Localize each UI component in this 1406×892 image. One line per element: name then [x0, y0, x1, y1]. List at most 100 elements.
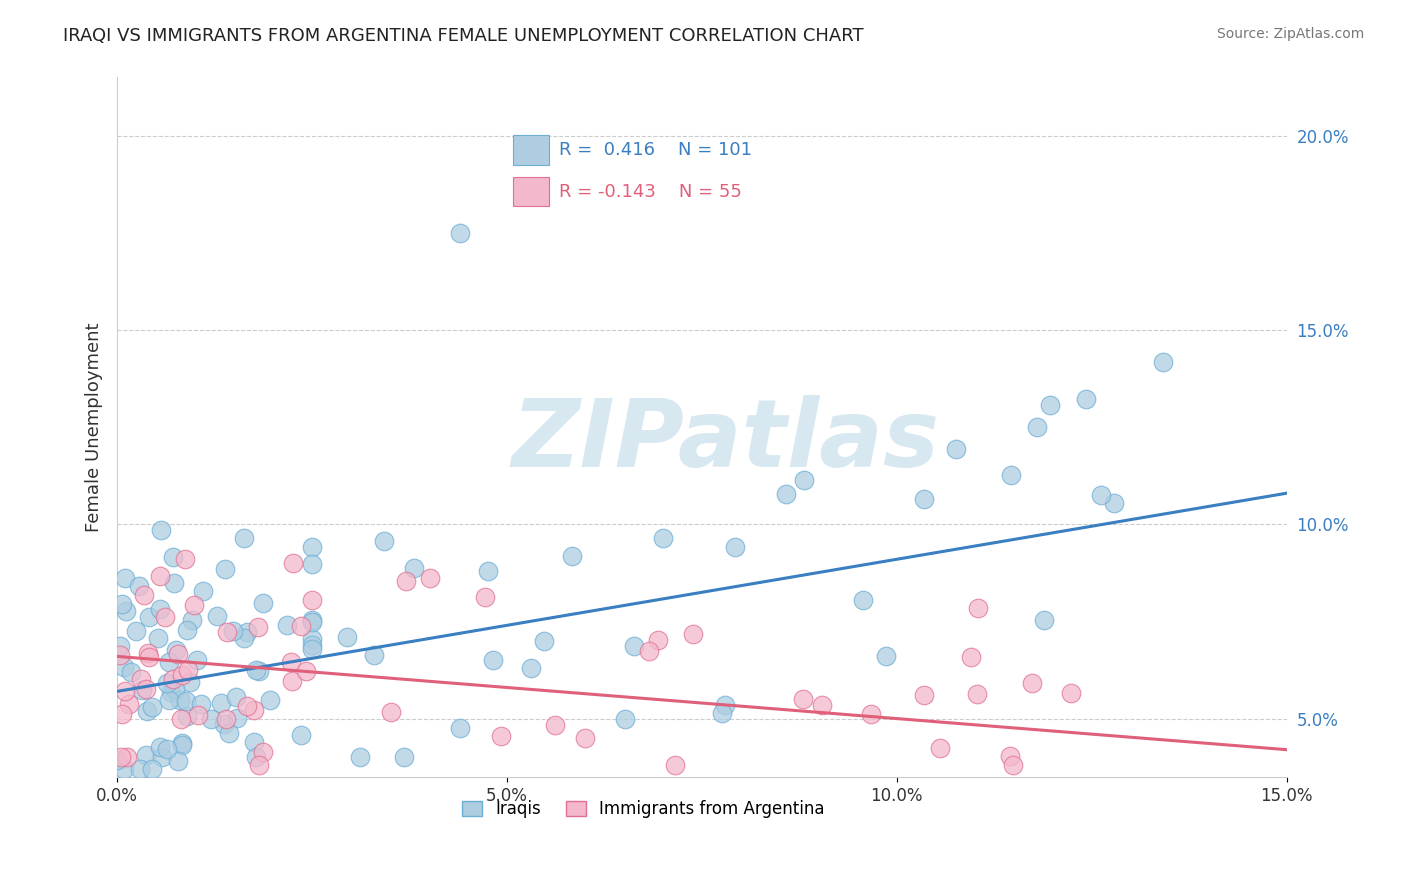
- Point: [912, 491, 935, 506]
- Point: [811, 698, 834, 712]
- Point: [647, 632, 669, 647]
- Point: [163, 681, 186, 696]
- Text: IRAQI VS IMMIGRANTS FROM ARGENTINA FEMALE UNEMPLOYMENT CORRELATION CHART: IRAQI VS IMMIGRANTS FROM ARGENTINA FEMAL…: [63, 27, 863, 45]
- Point: [222, 624, 245, 638]
- Point: [544, 718, 567, 732]
- Point: [290, 619, 312, 633]
- Point: [373, 533, 395, 548]
- Y-axis label: Female Unemployment: Female Unemployment: [86, 322, 103, 532]
- Point: [875, 649, 897, 664]
- Point: [710, 706, 733, 720]
- Point: [852, 593, 875, 607]
- Point: [105, 753, 128, 767]
- Point: [1033, 613, 1056, 627]
- Point: [141, 762, 163, 776]
- Point: [714, 698, 737, 712]
- Point: [912, 688, 935, 702]
- Point: [111, 597, 134, 611]
- Point: [301, 557, 323, 571]
- Point: [290, 728, 312, 742]
- Point: [533, 634, 555, 648]
- Point: [1000, 748, 1022, 763]
- Point: [561, 549, 583, 564]
- Point: [243, 734, 266, 748]
- Point: [404, 561, 426, 575]
- Point: [474, 590, 496, 604]
- Point: [245, 663, 267, 677]
- Point: [215, 712, 238, 726]
- Point: [212, 717, 235, 731]
- Point: [149, 739, 172, 754]
- Point: [652, 531, 675, 545]
- Point: [112, 762, 135, 776]
- Point: [115, 604, 138, 618]
- Point: [170, 712, 193, 726]
- Point: [301, 613, 323, 627]
- Point: [176, 694, 198, 708]
- Point: [775, 487, 797, 501]
- Point: [1000, 467, 1022, 482]
- Point: [120, 665, 142, 680]
- Point: [247, 758, 270, 772]
- Point: [149, 568, 172, 582]
- Point: [243, 703, 266, 717]
- Point: [129, 672, 152, 686]
- Point: [108, 640, 131, 654]
- Point: [233, 532, 256, 546]
- Point: [156, 675, 179, 690]
- Text: ZIPatlas: ZIPatlas: [512, 395, 939, 487]
- Point: [301, 615, 323, 629]
- Point: [114, 684, 136, 698]
- Point: [149, 601, 172, 615]
- Point: [638, 644, 661, 658]
- Point: [1102, 496, 1125, 510]
- Point: [162, 672, 184, 686]
- Point: [1039, 398, 1062, 412]
- Point: [259, 693, 281, 707]
- Point: [380, 705, 402, 719]
- Point: [363, 648, 385, 663]
- Point: [128, 579, 150, 593]
- Point: [482, 653, 505, 667]
- Point: [162, 549, 184, 564]
- Point: [153, 610, 176, 624]
- Point: [301, 593, 323, 607]
- Point: [519, 661, 541, 675]
- Point: [169, 692, 191, 706]
- Point: [186, 653, 208, 667]
- Point: [183, 598, 205, 612]
- Point: [191, 584, 214, 599]
- Point: [187, 707, 209, 722]
- Point: [108, 648, 131, 662]
- Point: [1090, 488, 1112, 502]
- Point: [162, 576, 184, 591]
- Point: [146, 631, 169, 645]
- Point: [218, 725, 240, 739]
- Point: [135, 747, 157, 762]
- Point: [177, 663, 200, 677]
- Point: [174, 552, 197, 566]
- Point: [112, 660, 135, 674]
- Point: [252, 746, 274, 760]
- Point: [215, 624, 238, 639]
- Point: [929, 740, 952, 755]
- Point: [614, 712, 637, 726]
- Point: [114, 571, 136, 585]
- Point: [1074, 392, 1097, 406]
- Point: [623, 640, 645, 654]
- Point: [1001, 758, 1024, 772]
- Point: [336, 630, 359, 644]
- Point: [190, 697, 212, 711]
- Point: [149, 523, 172, 537]
- Point: [1060, 686, 1083, 700]
- Point: [207, 608, 229, 623]
- Point: [392, 750, 415, 764]
- Point: [157, 693, 180, 707]
- Point: [245, 750, 267, 764]
- Point: [135, 681, 157, 696]
- Point: [723, 540, 745, 554]
- Point: [793, 473, 815, 487]
- Point: [115, 750, 138, 764]
- Point: [180, 613, 202, 627]
- Point: [236, 625, 259, 640]
